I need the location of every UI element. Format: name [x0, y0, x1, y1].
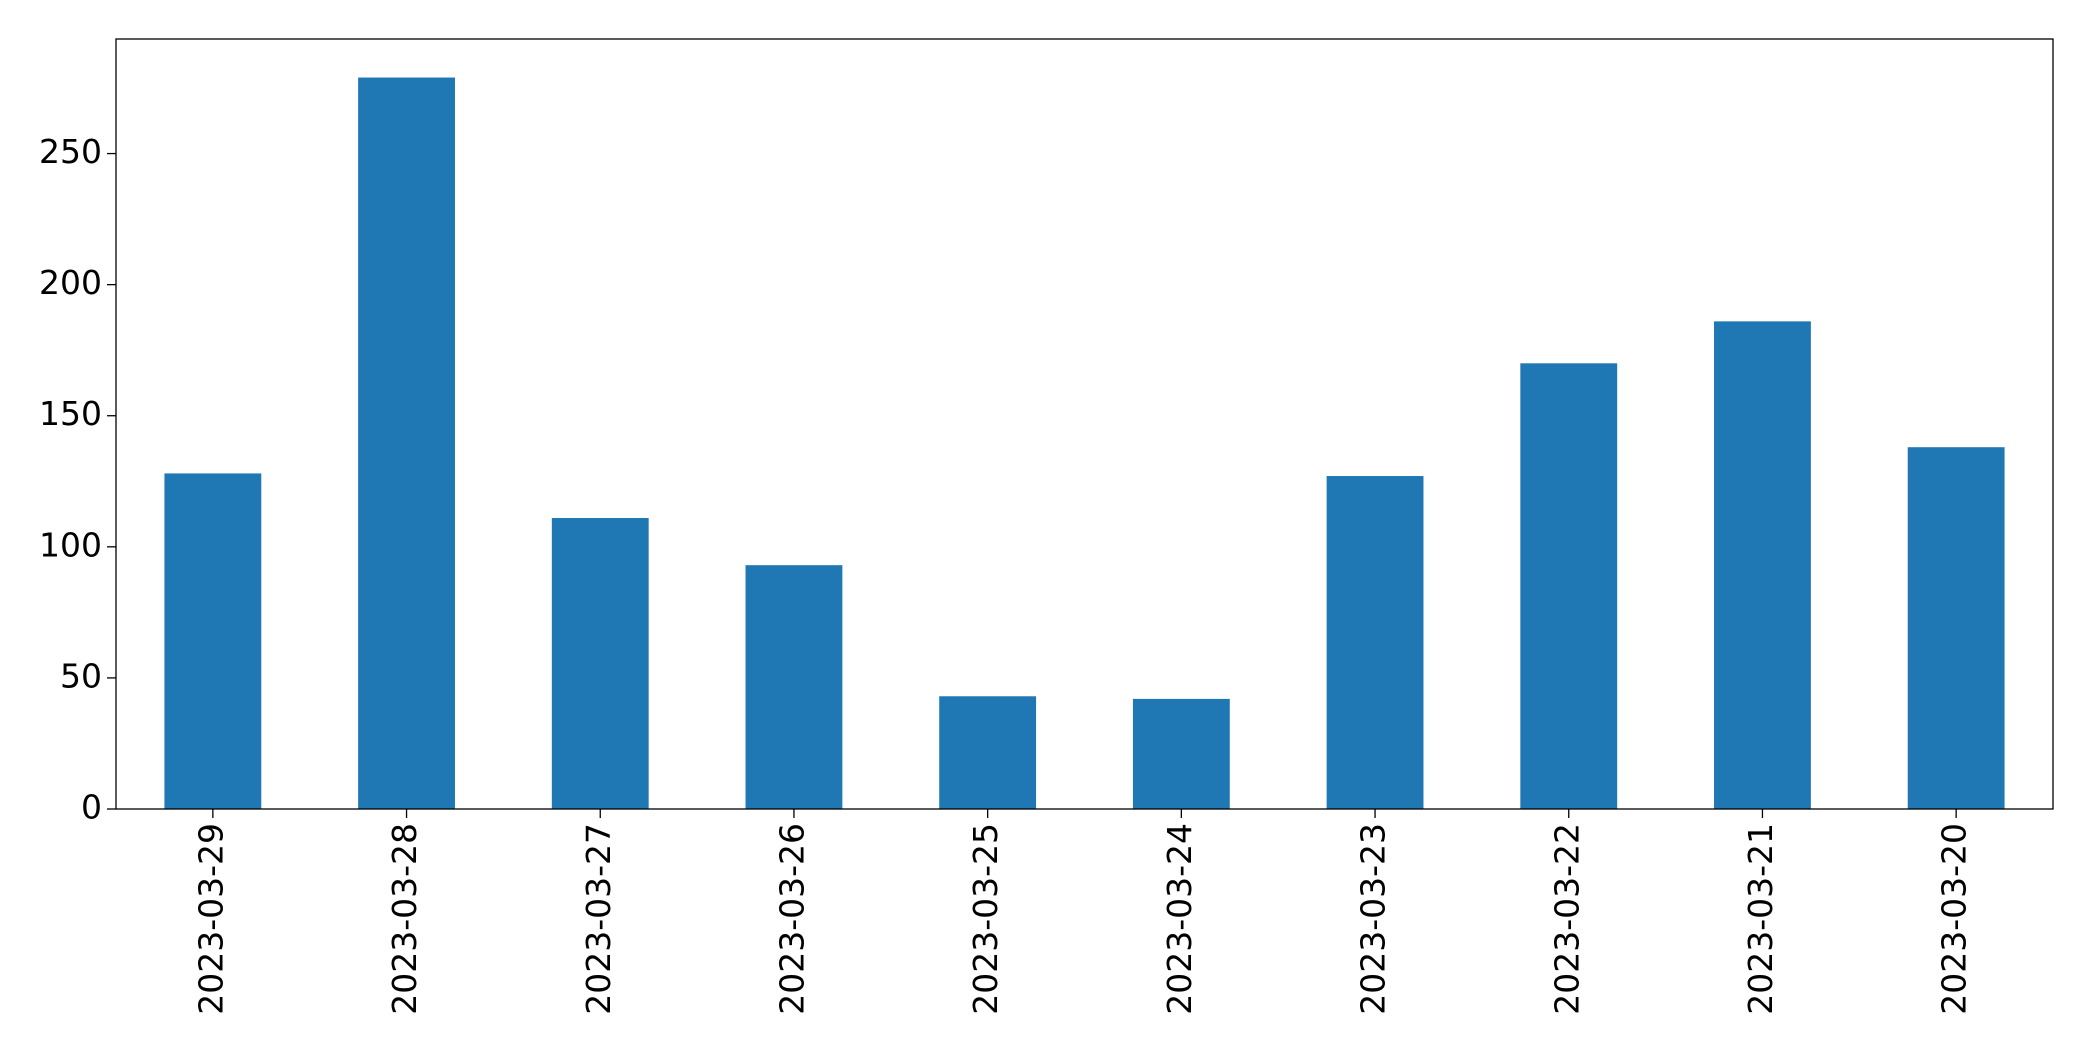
bar — [1907, 447, 2005, 809]
y-tick-label: 0 — [81, 788, 102, 827]
y-tick-label: 100 — [39, 525, 102, 564]
x-tick-label: 2023-03-24 — [1160, 823, 1199, 1015]
plot-frame — [115, 38, 2054, 810]
bar — [1132, 698, 1230, 809]
y-tick-label: 250 — [39, 132, 102, 171]
bar — [1714, 321, 1811, 809]
x-tick-label: 2023-03-28 — [385, 823, 424, 1015]
bar — [164, 473, 262, 809]
x-tick-label: 2023-03-21 — [1741, 823, 1780, 1015]
bar — [745, 565, 843, 809]
y-tick-label: 150 — [39, 394, 102, 433]
bar — [1520, 363, 1618, 809]
bar — [358, 77, 455, 810]
x-tick-label: 2023-03-22 — [1547, 823, 1586, 1015]
bar — [551, 517, 649, 809]
x-tick-label: 2023-03-29 — [191, 823, 230, 1015]
y-tick-label: 200 — [39, 263, 102, 302]
x-tick-label: 2023-03-23 — [1354, 823, 1393, 1015]
x-tick-label: 2023-03-25 — [966, 823, 1005, 1015]
x-tick-label: 2023-03-26 — [772, 823, 811, 1015]
bar — [939, 696, 1037, 809]
x-tick-label: 2023-03-27 — [579, 823, 618, 1015]
y-tick-label: 50 — [60, 656, 102, 695]
x-tick-label: 2023-03-20 — [1935, 823, 1974, 1015]
bar — [1326, 476, 1424, 809]
